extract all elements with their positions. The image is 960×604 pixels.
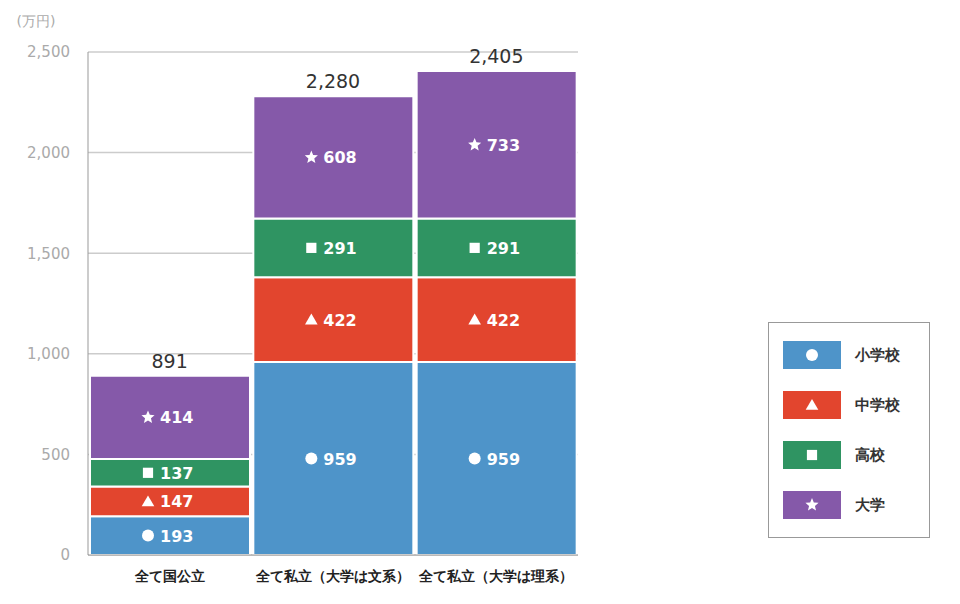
svg-text:422: 422 [487, 311, 520, 330]
svg-text:291: 291 [323, 239, 356, 258]
svg-text:959: 959 [487, 450, 520, 469]
html-text:小学校: 小学校 [855, 345, 900, 364]
svg-text:2,500: 2,500 [27, 43, 70, 61]
html-text:大学: 大学 [855, 495, 885, 514]
svg-text:608: 608 [323, 148, 356, 167]
svg-text:全て私立（大学は文系）: 全て私立（大学は文系） [255, 568, 410, 584]
svg-text:959: 959 [323, 450, 356, 469]
svg-text:全て国公立: 全て国公立 [134, 568, 205, 584]
svg-text:422: 422 [323, 311, 356, 330]
svg-text:193: 193 [160, 527, 193, 546]
svg-text:500: 500 [41, 446, 70, 464]
svg-text:733: 733 [487, 136, 520, 155]
svg-text:414: 414 [160, 408, 193, 427]
svg-text:2,280: 2,280 [306, 70, 360, 92]
svg-text:全て私立（大学は理系）: 全て私立（大学は理系） [418, 568, 573, 584]
svg-text:2,405: 2,405 [469, 45, 523, 67]
svg-text:1,000: 1,000 [27, 345, 70, 363]
html-text:高校: 高校 [855, 445, 885, 464]
svg-text:0: 0 [60, 546, 70, 564]
svg-text:1,500: 1,500 [27, 245, 70, 263]
svg-text:(万円): (万円) [17, 13, 56, 29]
svg-text:291: 291 [487, 239, 520, 258]
svg-text:137: 137 [160, 464, 193, 483]
svg-text:147: 147 [160, 492, 193, 511]
html-text:中学校: 中学校 [855, 395, 900, 414]
svg-text:2,000: 2,000 [27, 144, 70, 162]
svg-text:891: 891 [152, 350, 188, 372]
